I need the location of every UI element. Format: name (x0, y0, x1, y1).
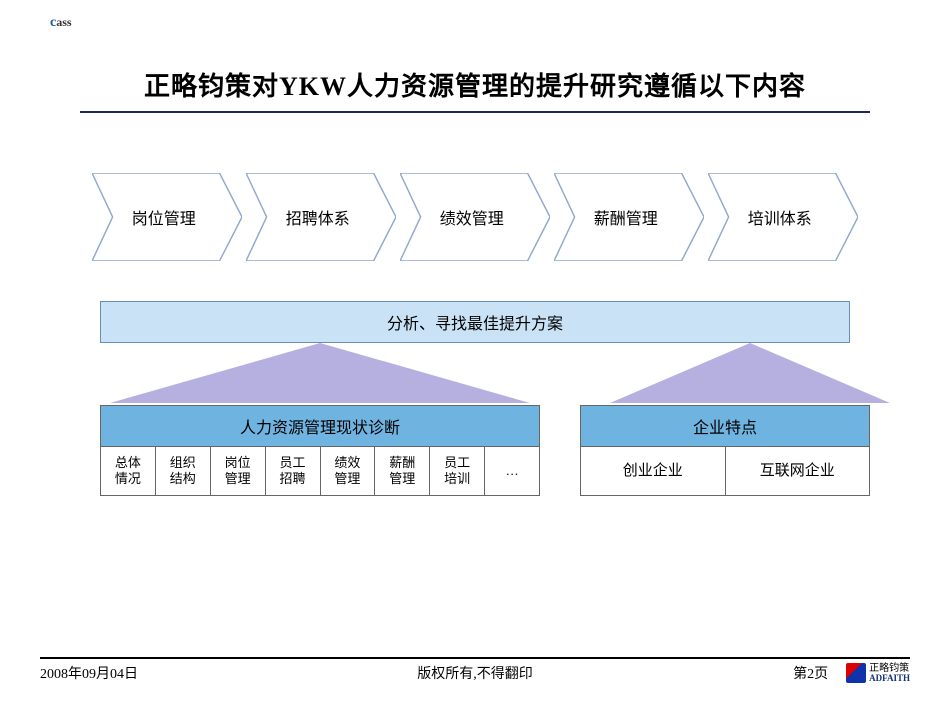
triangle-right (610, 343, 890, 403)
chevron-step-3: 绩效管理 (400, 173, 550, 261)
table-cell: 员工招聘 (266, 447, 321, 495)
footer-right: 第2页 正略钧策 ADFAITH (793, 663, 910, 683)
block-hr-diagnosis: 人力资源管理现状诊断 总体情况组织结构岗位管理员工招聘绩效管理薪酬管理员工培训… (100, 405, 540, 496)
footer-date: 2008年09月04日 (40, 663, 138, 683)
block-enterprise-header: 企业特点 (581, 406, 869, 447)
chevron-label: 岗位管理 (132, 205, 196, 229)
analysis-bar-label: 分析、寻找最佳提升方案 (387, 310, 563, 334)
triangle-left (110, 343, 530, 403)
table-cell: 创业企业 (581, 447, 726, 495)
chevron-step-4: 薪酬管理 (554, 173, 704, 261)
slide: cass 正略钧策对YKW人力资源管理的提升研究遵循以下内容 岗位管理招聘体系绩… (0, 0, 950, 713)
block-hr-cells: 总体情况组织结构岗位管理员工招聘绩效管理薪酬管理员工培训… (101, 447, 539, 495)
table-cell: 绩效管理 (321, 447, 376, 495)
page-title: 正略钧策对YKW人力资源管理的提升研究遵循以下内容 (80, 60, 870, 113)
block-enterprise: 企业特点 创业企业互联网企业 (580, 405, 870, 496)
footer-copyright: 版权所有,不得翻印 (417, 663, 533, 683)
adfaith-en: ADFAITH (869, 674, 910, 683)
bottom-row: 人力资源管理现状诊断 总体情况组织结构岗位管理员工招聘绩效管理薪酬管理员工培训…… (100, 405, 850, 496)
adfaith-cn: 正略钧策 (869, 664, 910, 674)
logo-ass: ass (56, 15, 71, 29)
adfaith-mark-icon (846, 663, 866, 683)
table-cell: 组织结构 (156, 447, 211, 495)
adfaith-text: 正略钧策 ADFAITH (869, 664, 910, 683)
logo-top: cass (50, 15, 72, 31)
diagram: 岗位管理招聘体系绩效管理薪酬管理培训体系 分析、寻找最佳提升方案 人力资源管理现… (90, 173, 860, 553)
block-hr-header: 人力资源管理现状诊断 (101, 406, 539, 447)
table-cell: 岗位管理 (211, 447, 266, 495)
footer-page: 第2页 (793, 663, 828, 683)
footer: 2008年09月04日 版权所有,不得翻印 第2页 正略钧策 ADFAITH (40, 657, 910, 683)
chevron-step-1: 岗位管理 (92, 173, 242, 261)
chevron-label: 招聘体系 (286, 205, 350, 229)
chevron-label: 培训体系 (748, 205, 812, 229)
adfaith-logo: 正略钧策 ADFAITH (846, 663, 910, 683)
table-cell: 员工培训 (430, 447, 485, 495)
table-cell: … (485, 447, 539, 495)
chevron-step-5: 培训体系 (708, 173, 858, 261)
table-cell: 薪酬管理 (375, 447, 430, 495)
block-enterprise-cells: 创业企业互联网企业 (581, 447, 869, 495)
analysis-bar: 分析、寻找最佳提升方案 (100, 301, 850, 343)
chevron-step-2: 招聘体系 (246, 173, 396, 261)
table-cell: 总体情况 (101, 447, 156, 495)
chevron-row: 岗位管理 招聘体系 绩效管理 薪酬管理 培训体系 (90, 173, 860, 261)
chevron-label: 绩效管理 (440, 205, 504, 229)
chevron-label: 薪酬管理 (594, 205, 658, 229)
table-cell: 互联网企业 (726, 447, 870, 495)
